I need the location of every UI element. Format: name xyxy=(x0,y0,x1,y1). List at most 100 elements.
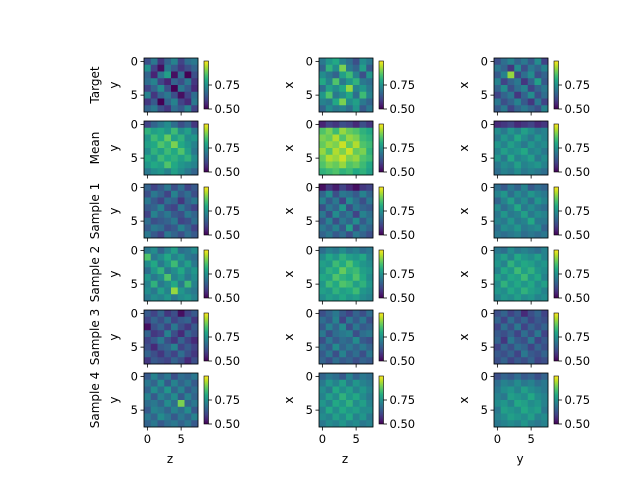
heatmap-cell xyxy=(191,379,199,387)
panel-frame xyxy=(143,120,199,176)
heatmap-cell xyxy=(171,280,179,288)
heatmap-cell xyxy=(184,231,192,239)
y-tick-label: 5 xyxy=(131,214,138,228)
heatmap-cell xyxy=(359,343,367,351)
panel-r5-c1: 0 5 0 5 x 0.75 0.50 xyxy=(282,369,415,446)
y-tick-label: 5 xyxy=(306,403,313,417)
heatmap-cell xyxy=(164,184,172,192)
heatmap-cell xyxy=(359,330,367,338)
heatmap-cell xyxy=(191,274,199,282)
heatmap-cell xyxy=(184,78,192,86)
heatmap-cell xyxy=(541,78,549,86)
heatmap-cell xyxy=(500,190,508,198)
heatmap-cell xyxy=(527,224,535,232)
heatmap-cell xyxy=(177,294,185,302)
heatmap-cell xyxy=(164,168,172,176)
heatmap-cell xyxy=(514,71,522,79)
colorbar xyxy=(378,186,384,236)
heatmap-cell xyxy=(171,168,179,176)
heatmap-cell xyxy=(164,386,172,394)
heatmap-cell xyxy=(177,274,185,282)
heatmap-cell xyxy=(366,184,374,192)
heatmap-cell xyxy=(191,154,199,162)
heatmap-cell xyxy=(527,316,535,324)
heatmap-cell xyxy=(171,121,179,129)
heatmap-cell xyxy=(527,413,535,421)
heatmap-cell xyxy=(157,400,165,408)
heatmap-cell xyxy=(332,280,340,288)
heatmap-cell xyxy=(534,316,542,324)
heatmap-cell xyxy=(157,260,165,268)
heatmap-cell xyxy=(144,260,152,268)
heatmap-cell xyxy=(527,287,535,295)
heatmap-cell xyxy=(171,316,179,324)
heatmap-cell xyxy=(527,98,535,106)
heatmap-cell xyxy=(366,168,374,176)
heatmap-cell xyxy=(157,247,165,255)
heatmap-cell xyxy=(319,85,327,93)
colorbar xyxy=(203,123,209,173)
heatmap-cell xyxy=(494,420,502,428)
heatmap-cell xyxy=(359,91,367,99)
heatmap-cell xyxy=(500,231,508,239)
row-label: Sample 1 xyxy=(88,183,102,239)
heatmap-cell xyxy=(332,316,340,324)
heatmap-cell xyxy=(164,161,172,169)
heatmap-cell xyxy=(164,224,172,232)
y-axis-label: y xyxy=(107,396,121,403)
heatmap-cell xyxy=(339,141,347,149)
heatmap-cell xyxy=(541,337,549,345)
heatmap-cell xyxy=(164,337,172,345)
heatmap-cell xyxy=(541,357,549,365)
heatmap-cell xyxy=(514,231,522,239)
heatmap-cell xyxy=(332,274,340,282)
heatmap-cell xyxy=(171,247,179,255)
heatmap-cell xyxy=(332,121,340,129)
heatmap-cell xyxy=(500,316,508,324)
heatmap-cell xyxy=(319,58,327,66)
heatmap-cell xyxy=(332,357,340,365)
heatmap-cell xyxy=(319,154,327,162)
heatmap-cell xyxy=(359,310,367,318)
heatmap-cell xyxy=(319,105,327,113)
heatmap-cell xyxy=(541,127,549,135)
heatmap-cell xyxy=(346,373,354,381)
panel-r4-c1: 0 5 x 0.75 0.50 xyxy=(282,306,415,368)
heatmap-cell xyxy=(359,161,367,169)
heatmap-cell xyxy=(171,64,179,72)
heatmap-cell xyxy=(352,154,360,162)
heatmap-cell xyxy=(184,58,192,66)
heatmap-cell xyxy=(319,217,327,225)
heatmap-cell xyxy=(157,127,165,135)
heatmap-cell xyxy=(507,141,515,149)
heatmap-cell xyxy=(507,85,515,93)
heatmap-cell xyxy=(527,280,535,288)
heatmap-cell xyxy=(144,393,152,401)
heatmap-cell xyxy=(541,184,549,192)
heatmap-cell xyxy=(359,224,367,232)
heatmap-cell xyxy=(494,64,502,72)
heatmap-cell xyxy=(541,154,549,162)
heatmap-cell xyxy=(184,267,192,275)
heatmap-cell xyxy=(150,141,158,149)
heatmap-cell xyxy=(191,231,199,239)
heatmap-cell xyxy=(171,134,179,142)
heatmap-cell xyxy=(521,267,529,275)
heatmap-cell xyxy=(332,105,340,113)
heatmap-cell xyxy=(359,400,367,408)
heatmap-cell xyxy=(191,267,199,275)
heatmap-cell xyxy=(332,337,340,345)
y-tick-label: 5 xyxy=(306,277,313,291)
heatmap-cell xyxy=(319,134,327,142)
heatmap-cell xyxy=(339,343,347,351)
heatmap-cell xyxy=(191,287,199,295)
heatmap-cell xyxy=(514,224,522,232)
heatmap-cell xyxy=(171,85,179,93)
heatmap-cell xyxy=(157,154,165,162)
heatmap-cell xyxy=(534,190,542,198)
heatmap-cell xyxy=(500,280,508,288)
heatmap-cell xyxy=(319,337,327,345)
heatmap-cell xyxy=(164,217,172,225)
heatmap-cell xyxy=(157,217,165,225)
colorbar xyxy=(378,375,384,425)
